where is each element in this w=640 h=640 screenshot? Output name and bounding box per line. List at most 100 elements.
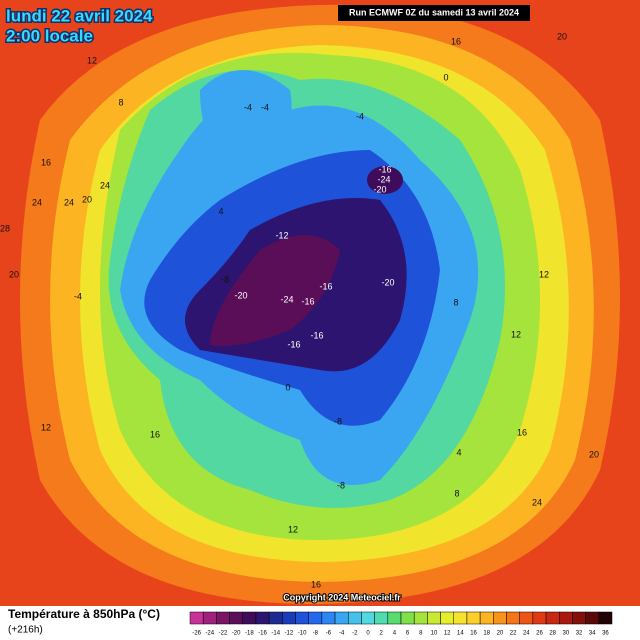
color-scale: -26 -24 -22 -20 -18 -16 -14 -12 -10 -8 -6 -4 -2 0 2 4 6 8… [189,611,613,637]
scale-swatch [466,611,481,625]
scale-swatch [334,611,349,625]
contour-label: 20 [9,269,19,279]
scale-label: 16 [470,631,477,637]
contour-label: 8 [454,488,459,498]
scale-label: -12 [285,631,294,637]
scale-label: 20 [497,631,504,637]
scale-label: 24 [523,631,530,637]
scale-swatch [400,611,415,625]
contour-label: -16 [310,330,323,340]
scale-swatch [268,611,283,625]
scale-label: 30 [563,631,570,637]
scale-label: -10 [298,631,307,637]
contour-label: 24 [532,497,542,507]
contour-label: 12 [87,55,97,65]
scale-label: 28 [549,631,556,637]
scale-swatch [479,611,494,625]
scale-swatch [308,611,323,625]
scale-label: -16 [258,631,267,637]
contour-label: 0 [443,72,448,82]
scale-label: -24 [205,631,214,637]
contour-label: -8 [337,480,345,490]
scale-swatch [229,611,243,625]
map-background [0,0,640,606]
scale-label: 26 [536,631,543,637]
scale-swatch [374,611,389,625]
scale-swatch [532,611,547,625]
run-info: Run ECMWF 0Z du samedi 13 avril 2024 [349,7,519,17]
scale-label: -18 [245,631,254,637]
contour-label: -16 [301,296,314,306]
scale-swatch [189,611,204,625]
scale-label: 6 [406,631,410,637]
copyright: Copyright 2024 Meteociel.fr [283,592,401,602]
scale-swatch [387,611,402,625]
contour-label: 20 [589,449,599,459]
contour-label: 20 [82,194,92,204]
contour-label: -16 [319,281,332,291]
scale-label: 22 [510,631,517,637]
contour-label: -20 [234,290,247,300]
scale-swatch [453,611,468,625]
scale-label: 18 [483,631,490,637]
scale-label: 34 [589,631,596,637]
scale-swatch [361,611,375,625]
contour-label: 8 [118,97,123,107]
contour-label: 4 [456,447,461,457]
contour-label: -16 [378,164,391,174]
scale-swatch [427,611,441,625]
scale-swatch [348,611,362,625]
date-title: lundi 22 avril 2024 [6,6,153,25]
contour-label: 12 [41,422,51,432]
contour-label: -8 [221,274,229,284]
contour-label: 12 [288,524,298,534]
contour-label: -20 [381,277,394,287]
contour-label: 16 [150,429,160,439]
contour-label: -24 [280,294,293,304]
scale-label: 36 [602,631,609,637]
scale-label: -22 [219,631,228,637]
contour-label: 16 [517,427,527,437]
scale-label: 10 [431,631,438,637]
scale-swatch [598,611,613,625]
scale-label: -14 [271,631,280,637]
contour-label: -8 [334,416,342,426]
legend-title: Température à 850hPa (°C) [8,607,160,621]
contour-label: 16 [311,579,321,589]
scale-label: 0 [366,631,370,637]
scale-swatch [506,611,520,625]
scale-swatch [202,611,217,625]
contour-label: 0 [285,382,290,392]
scale-swatch [493,611,507,625]
scale-label: -4 [339,631,345,637]
scale-label: -20 [232,631,241,637]
contour-label: 28 [0,223,10,233]
legend-subtitle: (+216h) [8,625,43,636]
scale-label: -26 [192,631,201,637]
contour-label: 12 [511,329,521,339]
contour-label: 16 [451,36,461,46]
scale-label: 4 [393,631,397,637]
scale-swatch [545,611,560,625]
contour-labels: -4 -4-4-16-24-20-12-8-20 -24 -16-16 -20-16-1… [0,31,599,589]
scale-swatch [585,611,600,625]
scale-swatch [295,611,309,625]
contour-label: 16 [41,157,51,167]
scale-swatch [282,611,296,625]
contour-label: 20 [557,31,567,41]
scale-label: 12 [444,631,451,637]
contour-label: -24 [377,174,390,184]
contour-label: 24 [64,197,74,207]
scale-swatch [413,611,428,625]
time-title: 2:00 locale [6,26,93,45]
scale-label: 8 [419,631,423,637]
scale-swatch [519,611,534,625]
scale-label: 2 [380,631,384,637]
contour-label: 8 [453,297,458,307]
scale-swatch [559,611,573,625]
contour-label: -4 [356,111,364,121]
contour-label: -4 [74,291,82,301]
scale-swatch [572,611,586,625]
scale-swatch [255,611,270,625]
scale-swatch [440,611,454,625]
